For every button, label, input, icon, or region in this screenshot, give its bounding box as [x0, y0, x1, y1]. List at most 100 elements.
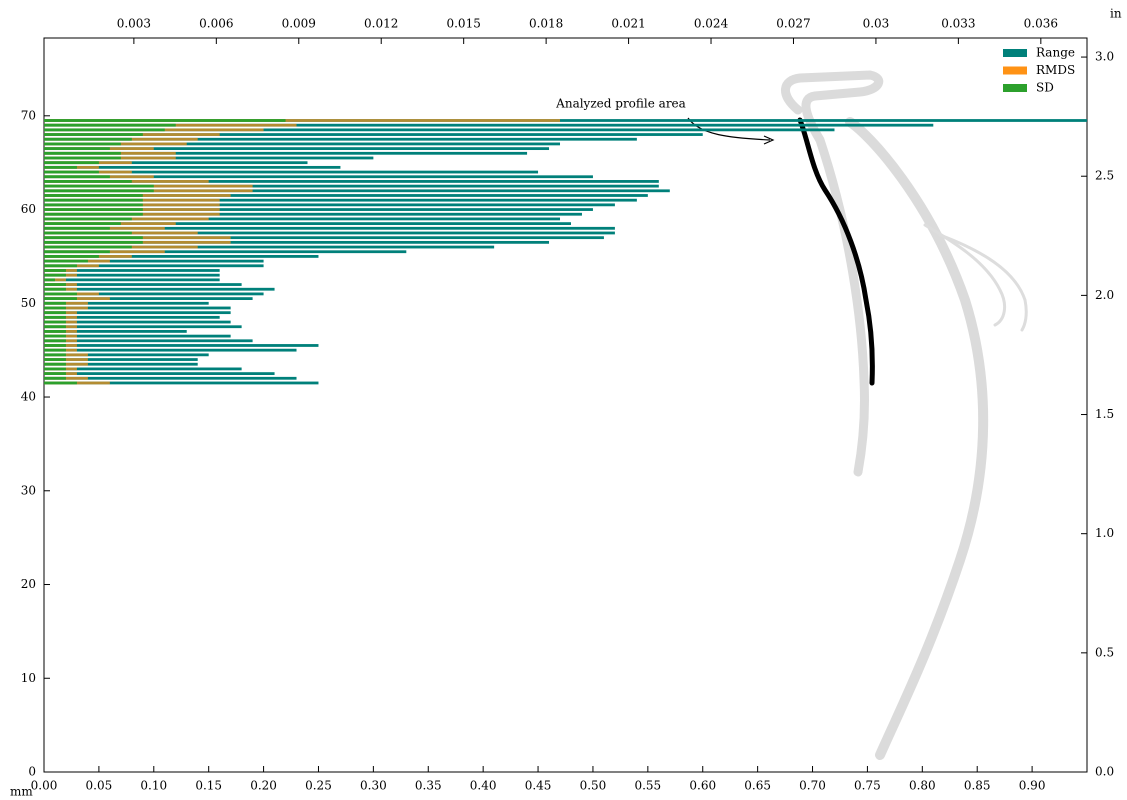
bar	[44, 240, 550, 244]
bar	[44, 245, 495, 249]
bar	[44, 170, 99, 174]
bar	[44, 255, 319, 258]
x-tick-label: 0.10	[140, 779, 167, 793]
bar	[44, 128, 835, 132]
annotation: Analyzed profile area	[555, 97, 686, 111]
x2-tick-label: 0.012	[364, 17, 398, 31]
bar	[44, 147, 550, 151]
bar	[44, 222, 571, 226]
bar	[44, 231, 132, 235]
bar	[44, 283, 66, 286]
bar	[44, 362, 66, 366]
bar	[44, 348, 297, 352]
y2-tick-label: 0.5	[1095, 645, 1114, 659]
bar	[44, 151, 121, 155]
bar	[44, 170, 539, 174]
y2-tick-label: 2.5	[1095, 169, 1114, 183]
bar	[44, 180, 132, 183]
bar	[44, 165, 341, 169]
bar	[44, 198, 143, 202]
profile-shape	[781, 70, 1028, 760]
bar	[44, 344, 66, 347]
bar	[44, 240, 143, 244]
bar	[44, 119, 286, 122]
x-tick-label: 0.55	[634, 779, 661, 793]
x-tick-label: 0.80	[909, 779, 936, 793]
y2-tick-label: 1.5	[1095, 407, 1114, 421]
bar	[44, 151, 528, 155]
bar	[44, 245, 132, 249]
bar	[44, 208, 593, 211]
y-tick-label: 20	[21, 577, 36, 591]
bar	[44, 137, 132, 141]
bar	[44, 175, 110, 179]
bar	[44, 297, 253, 301]
x2-tick-label: 0.024	[694, 17, 729, 31]
x-axis-label: mm	[10, 785, 33, 799]
bar	[44, 259, 264, 263]
bar	[44, 203, 143, 207]
bar	[44, 339, 66, 343]
bar	[44, 381, 77, 385]
legend-label: Range	[1036, 46, 1075, 60]
bar	[44, 358, 66, 361]
bar	[44, 367, 242, 371]
bar	[44, 353, 209, 357]
bar	[44, 362, 198, 366]
x2-tick-label: 0.018	[529, 17, 563, 31]
x2-tick-label: 0.006	[199, 17, 233, 31]
bar	[44, 212, 582, 216]
x2-tick-label: 0.03	[863, 17, 890, 31]
bar	[44, 180, 659, 183]
bar	[44, 119, 1087, 122]
x-tick-label: 0.50	[580, 779, 607, 793]
bar	[44, 250, 407, 254]
legend-swatch	[1003, 84, 1027, 92]
bar	[44, 189, 154, 193]
x-tick-label: 0.15	[195, 779, 222, 793]
x2-tick-label: 0.036	[1024, 17, 1058, 31]
bar	[44, 278, 55, 282]
bar	[44, 142, 561, 146]
bar	[44, 222, 121, 226]
y2-tick-label: 2.0	[1095, 288, 1114, 302]
bar	[44, 287, 275, 291]
bar	[44, 269, 66, 272]
bar	[44, 292, 77, 296]
bar	[44, 236, 143, 240]
bar	[44, 161, 99, 165]
bar	[44, 217, 561, 221]
x-tick-label: 0.35	[415, 779, 442, 793]
bar	[44, 137, 637, 141]
bar	[44, 198, 637, 202]
bar	[44, 175, 593, 179]
bar	[44, 264, 264, 268]
bar	[44, 353, 66, 357]
bar	[44, 301, 66, 305]
bar	[44, 330, 187, 333]
bar	[44, 306, 231, 310]
bar	[44, 273, 66, 277]
x2-tick-label: 0.027	[776, 17, 810, 31]
x-tick-label: 0.65	[744, 779, 771, 793]
x2-tick-label: 0.033	[941, 17, 975, 31]
bar	[44, 133, 143, 136]
y-tick-label: 70	[21, 108, 36, 122]
bar	[44, 372, 275, 375]
bar	[44, 334, 66, 338]
x-tick-label: 0.70	[799, 779, 826, 793]
bar	[44, 292, 264, 296]
x-tick-label: 0.20	[250, 779, 277, 793]
bar	[44, 203, 615, 207]
annotation-arrow	[687, 117, 771, 141]
x2-tick-label: 0.021	[611, 17, 645, 31]
bar	[44, 381, 319, 385]
y2-tick-label: 0.0	[1095, 765, 1114, 779]
bar	[44, 325, 66, 329]
x-tick-label: 0.90	[1019, 779, 1046, 793]
bar	[44, 325, 242, 329]
bar	[44, 161, 308, 165]
bar	[44, 367, 66, 371]
x-tick-label: 0.85	[964, 779, 991, 793]
